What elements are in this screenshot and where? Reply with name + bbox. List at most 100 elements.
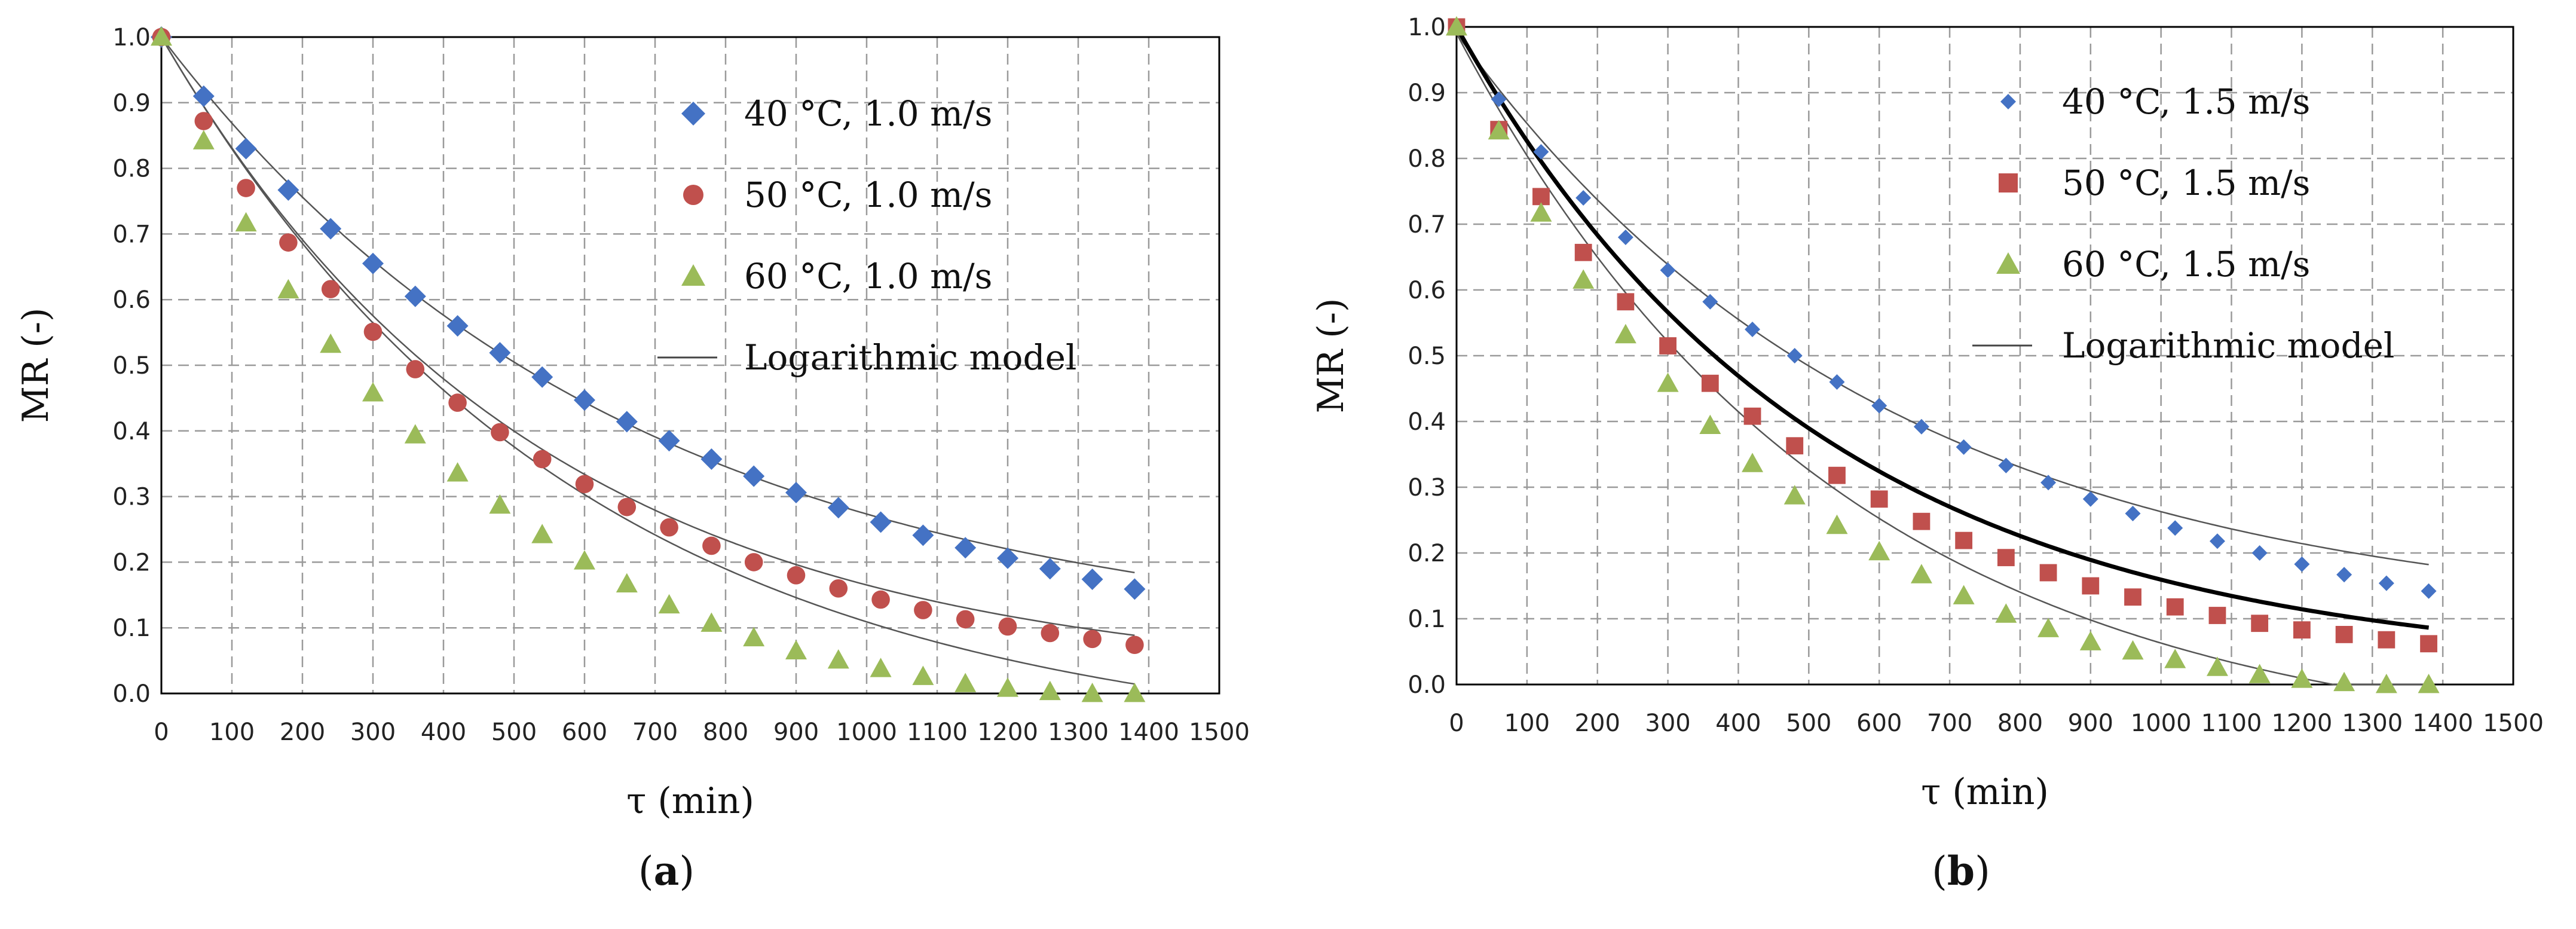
- point-b-s1-17: [2166, 598, 2184, 616]
- model-curves-a: [160, 36, 1135, 685]
- y-tick-b-3: 0.3: [1408, 474, 1446, 502]
- legend-marker-a-0: [681, 102, 705, 126]
- y-tick-b-5: 0.5: [1408, 343, 1446, 370]
- point-a-s2-14: [743, 627, 765, 647]
- point-b-s1-15: [2082, 577, 2100, 595]
- point-b-s2-17: [2164, 649, 2186, 668]
- point-a-s1-10: [575, 475, 594, 494]
- point-b-s0-12: [1956, 439, 1972, 455]
- panel-label-b: (b): [1932, 848, 1990, 894]
- point-a-s1-14: [744, 553, 763, 572]
- point-b-s0-21: [2336, 567, 2352, 583]
- point-a-s2-7: [446, 462, 469, 482]
- point-b-s0-4: [1617, 230, 1633, 245]
- x-tick-a-15: 1500: [1189, 719, 1250, 746]
- point-a-s2-8: [489, 494, 511, 514]
- point-a-s1-23: [1125, 635, 1144, 655]
- point-a-s0-18: [912, 524, 934, 546]
- data-points-a: [151, 26, 1146, 702]
- legend-marker-b-1: [1999, 173, 2018, 192]
- x-tick-a-3: 300: [350, 719, 396, 746]
- point-b-s2-9: [1826, 514, 1848, 534]
- point-b-s1-22: [2378, 631, 2396, 649]
- point-b-s1-3: [1574, 243, 1592, 261]
- point-a-s2-13: [700, 612, 723, 632]
- y-tick-a-9: 0.9: [112, 90, 151, 117]
- point-a-s2-2: [235, 212, 257, 232]
- y-tick-a-1: 0.1: [112, 615, 151, 642]
- point-a-s1-8: [491, 423, 509, 442]
- point-a-s0-17: [870, 511, 892, 533]
- x-tick-b-2: 200: [1575, 710, 1620, 737]
- legend-b: 40 °C, 1.5 m/s 50 °C, 1.5 m/s 60 °C, 1.5 m…: [1972, 81, 2394, 366]
- point-a-s1-12: [660, 518, 678, 537]
- point-b-s2-23: [2418, 674, 2440, 693]
- point-b-s0-6: [1702, 294, 1718, 310]
- plot-frame-a: [160, 36, 1220, 695]
- point-b-s1-21: [2335, 626, 2353, 643]
- point-b-s0-19: [2251, 545, 2268, 561]
- point-a-s1-13: [702, 536, 721, 555]
- point-a-s2-10: [574, 550, 595, 570]
- x-tick-a-1: 100: [209, 719, 255, 746]
- point-b-s1-9: [1828, 466, 1846, 484]
- point-a-s0-3: [277, 179, 299, 201]
- point-a-s2-9: [531, 524, 553, 543]
- point-b-s1-23: [2420, 635, 2437, 653]
- point-a-s1-7: [448, 393, 467, 412]
- x-tick-b-7: 700: [1927, 710, 1972, 737]
- point-b-s0-23: [2421, 583, 2437, 599]
- point-a-s2-1: [192, 130, 215, 149]
- point-a-s0-9: [531, 366, 553, 388]
- x-tick-a-6: 600: [562, 719, 607, 746]
- x-tick-b-3: 300: [1645, 710, 1690, 737]
- x-tick-b-11: 1100: [2201, 710, 2262, 737]
- point-b-s1-5: [1659, 337, 1676, 355]
- point-a-s0-15: [785, 482, 807, 504]
- y-tick-a-10: 1.0: [112, 24, 151, 51]
- point-a-s1-19: [956, 610, 975, 629]
- point-a-s0-13: [700, 448, 723, 470]
- point-a-s2-22: [1081, 683, 1103, 702]
- y-tick-a-6: 0.6: [112, 286, 151, 314]
- point-a-s0-16: [827, 497, 849, 519]
- point-b-s1-11: [1913, 512, 1931, 530]
- point-a-s2-15: [785, 640, 807, 660]
- x-tick-a-4: 400: [421, 719, 466, 746]
- point-a-s0-11: [616, 411, 638, 433]
- model-curve-a-2: [160, 36, 1135, 685]
- point-b-s2-22: [2375, 674, 2397, 693]
- y-tick-a-2: 0.2: [112, 549, 151, 576]
- point-b-s2-20: [2291, 668, 2313, 688]
- x-tick-b-12: 1200: [2272, 710, 2333, 737]
- point-b-s1-7: [1743, 407, 1761, 425]
- x-tick-a-10: 1000: [836, 719, 897, 746]
- x-tick-a-14: 1400: [1118, 719, 1179, 746]
- model-curve-a-0: [161, 36, 1135, 574]
- point-b-s0-8: [1786, 348, 1803, 363]
- x-tick-b-15: 1500: [2483, 710, 2544, 737]
- y-axis-title-b: MR (-): [1310, 298, 1352, 414]
- legend-marker-a-2: [681, 264, 705, 286]
- point-a-s1-1: [194, 112, 213, 130]
- point-b-s0-18: [2209, 533, 2225, 549]
- point-b-s2-11: [1910, 564, 1932, 583]
- point-b-s1-18: [2208, 607, 2226, 624]
- point-b-s2-18: [2206, 656, 2228, 676]
- y-tick-a-3: 0.3: [112, 484, 151, 511]
- x-tick-a-13: 1300: [1048, 719, 1109, 746]
- point-b-s0-17: [2167, 520, 2183, 536]
- point-a-s2-18: [912, 665, 934, 685]
- x-tick-b-9: 900: [2068, 710, 2113, 737]
- x-tick-b-4: 400: [1715, 710, 1761, 737]
- point-b-s2-0: [1446, 16, 1467, 36]
- model-curve-a-1: [160, 36, 1135, 636]
- point-b-s0-3: [1575, 190, 1592, 206]
- point-a-s2-12: [658, 594, 680, 614]
- point-b-s2-21: [2333, 671, 2355, 692]
- point-a-s1-20: [998, 617, 1017, 636]
- point-b-s2-2: [1530, 202, 1552, 222]
- point-a-s0-20: [997, 547, 1018, 569]
- plot-frame-b: [1455, 26, 2514, 686]
